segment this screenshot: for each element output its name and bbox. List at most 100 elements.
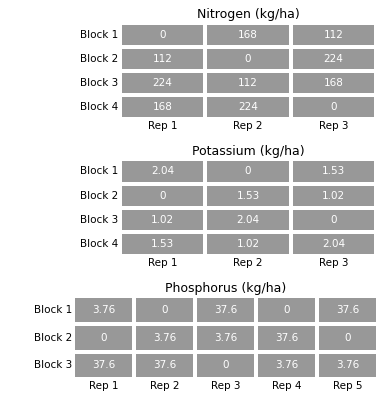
FancyBboxPatch shape (293, 49, 374, 69)
Text: Block 2: Block 2 (80, 191, 118, 201)
Text: Rep 5: Rep 5 (333, 381, 362, 391)
Text: Rep 3: Rep 3 (319, 258, 348, 268)
Text: Block 2: Block 2 (80, 54, 118, 64)
Text: Rep 1: Rep 1 (148, 122, 177, 132)
Text: 2.04: 2.04 (151, 166, 174, 176)
FancyBboxPatch shape (293, 234, 374, 254)
Text: 1.53: 1.53 (151, 239, 174, 249)
FancyBboxPatch shape (122, 49, 203, 69)
FancyBboxPatch shape (258, 354, 315, 377)
Text: Block 1: Block 1 (80, 30, 118, 40)
Text: Rep 3: Rep 3 (211, 381, 240, 391)
Text: 224: 224 (323, 54, 343, 64)
Text: 3.76: 3.76 (153, 333, 176, 343)
Text: 37.6: 37.6 (153, 360, 176, 370)
Text: 0: 0 (330, 215, 337, 225)
FancyBboxPatch shape (258, 298, 315, 322)
Text: 37.6: 37.6 (92, 360, 115, 370)
Text: 0: 0 (245, 166, 251, 176)
Text: Block 2: Block 2 (34, 333, 72, 343)
Text: 0: 0 (100, 333, 107, 343)
FancyBboxPatch shape (293, 210, 374, 230)
Text: Block 3: Block 3 (80, 78, 118, 88)
Text: 0: 0 (160, 191, 166, 201)
Text: 3.76: 3.76 (92, 305, 115, 315)
Text: Block 1: Block 1 (80, 166, 118, 176)
Text: 0: 0 (245, 54, 251, 64)
FancyBboxPatch shape (122, 24, 203, 45)
Text: 0: 0 (344, 333, 351, 343)
FancyBboxPatch shape (197, 298, 254, 322)
FancyBboxPatch shape (122, 186, 203, 206)
Text: 168: 168 (238, 30, 258, 40)
FancyBboxPatch shape (75, 298, 132, 322)
Text: Rep 2: Rep 2 (150, 381, 179, 391)
Text: Block 3: Block 3 (34, 360, 72, 370)
FancyBboxPatch shape (136, 354, 193, 377)
FancyBboxPatch shape (207, 161, 289, 182)
Text: Phosphorus (kg/ha): Phosphorus (kg/ha) (165, 282, 286, 295)
FancyBboxPatch shape (207, 186, 289, 206)
FancyBboxPatch shape (319, 354, 376, 377)
FancyBboxPatch shape (207, 49, 289, 69)
Text: Rep 1: Rep 1 (148, 258, 177, 268)
Text: Rep 2: Rep 2 (233, 258, 263, 268)
Text: 37.6: 37.6 (214, 305, 237, 315)
Text: 0: 0 (161, 305, 168, 315)
Text: Block 1: Block 1 (34, 305, 72, 315)
Text: 1.02: 1.02 (236, 239, 260, 249)
FancyBboxPatch shape (136, 326, 193, 350)
Text: Potassium (kg/ha): Potassium (kg/ha) (192, 145, 304, 158)
FancyBboxPatch shape (122, 210, 203, 230)
Text: 1.53: 1.53 (236, 191, 260, 201)
FancyBboxPatch shape (197, 326, 254, 350)
Text: 1.02: 1.02 (322, 191, 345, 201)
Text: 2.04: 2.04 (322, 239, 345, 249)
Text: 168: 168 (153, 102, 172, 112)
Text: 112: 112 (238, 78, 258, 88)
FancyBboxPatch shape (207, 24, 289, 45)
FancyBboxPatch shape (293, 161, 374, 182)
Text: 0: 0 (283, 305, 290, 315)
Text: Rep 1: Rep 1 (89, 381, 118, 391)
FancyBboxPatch shape (293, 24, 374, 45)
FancyBboxPatch shape (207, 97, 289, 118)
FancyBboxPatch shape (293, 186, 374, 206)
FancyBboxPatch shape (258, 326, 315, 350)
FancyBboxPatch shape (122, 234, 203, 254)
FancyBboxPatch shape (207, 234, 289, 254)
FancyBboxPatch shape (293, 97, 374, 118)
FancyBboxPatch shape (122, 73, 203, 93)
FancyBboxPatch shape (293, 73, 374, 93)
Text: Block 3: Block 3 (80, 215, 118, 225)
FancyBboxPatch shape (122, 97, 203, 118)
FancyBboxPatch shape (197, 354, 254, 377)
Text: 3.76: 3.76 (336, 360, 359, 370)
Text: Rep 4: Rep 4 (272, 381, 301, 391)
Text: 224: 224 (238, 102, 258, 112)
FancyBboxPatch shape (319, 326, 376, 350)
Text: Block 4: Block 4 (80, 239, 118, 249)
Text: Nitrogen (kg/ha): Nitrogen (kg/ha) (197, 8, 299, 21)
Text: 112: 112 (153, 54, 172, 64)
Text: 112: 112 (323, 30, 343, 40)
Text: 0: 0 (330, 102, 337, 112)
Text: 2.04: 2.04 (236, 215, 260, 225)
FancyBboxPatch shape (122, 161, 203, 182)
FancyBboxPatch shape (319, 298, 376, 322)
FancyBboxPatch shape (207, 73, 289, 93)
FancyBboxPatch shape (75, 354, 132, 377)
Text: Rep 3: Rep 3 (319, 122, 348, 132)
Text: 37.6: 37.6 (336, 305, 359, 315)
Text: Rep 2: Rep 2 (233, 122, 263, 132)
FancyBboxPatch shape (207, 210, 289, 230)
Text: 168: 168 (323, 78, 343, 88)
Text: 1.02: 1.02 (151, 215, 174, 225)
Text: 0: 0 (160, 30, 166, 40)
Text: 224: 224 (153, 78, 172, 88)
Text: 3.76: 3.76 (214, 333, 237, 343)
Text: 0: 0 (222, 360, 229, 370)
FancyBboxPatch shape (75, 326, 132, 350)
Text: 37.6: 37.6 (275, 333, 298, 343)
Text: 1.53: 1.53 (322, 166, 345, 176)
